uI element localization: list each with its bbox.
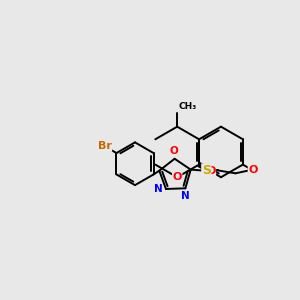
- Text: Br: Br: [98, 141, 112, 151]
- Text: O: O: [172, 172, 182, 182]
- Text: CH₃: CH₃: [178, 102, 196, 111]
- Text: N: N: [181, 191, 190, 201]
- Text: O: O: [206, 167, 216, 176]
- Text: N: N: [154, 184, 163, 194]
- Text: S: S: [202, 164, 211, 177]
- Text: O: O: [169, 146, 178, 156]
- Text: O: O: [248, 165, 258, 176]
